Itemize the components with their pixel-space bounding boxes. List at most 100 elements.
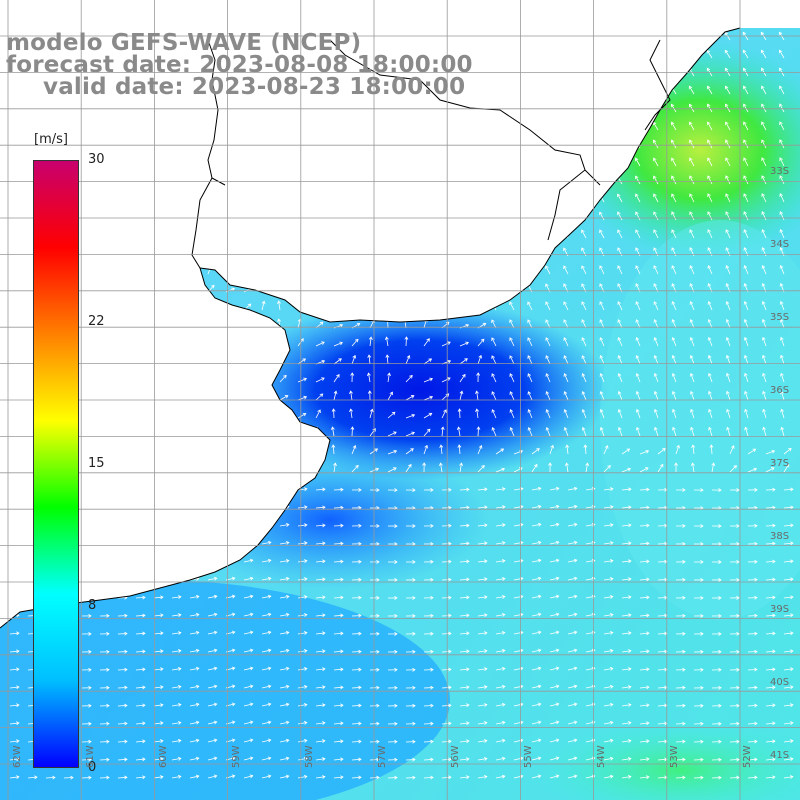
wind-arrow-head [176,412,181,417]
wind-arrow-head [303,613,308,617]
wind-arrow [135,650,146,653]
wind-arrow [477,306,487,311]
wind-arrow-head [394,488,398,493]
wind-arrow [297,542,307,545]
wind-arrow-head [778,49,783,54]
wind-arrow [708,355,713,365]
wind-arrow [135,561,146,563]
wind-arrow-head [358,595,362,600]
wind-arrow-head [581,265,585,270]
coastline [0,27,741,629]
wind-arrow-head [501,467,506,472]
wind-arrow-head [349,174,354,178]
wind-arrow-head [652,139,657,144]
wind-arrow-head [412,578,416,582]
wind-arrow [726,319,731,329]
wind-arrow-head [743,121,747,126]
wind-arrow [765,686,775,689]
wind-arrow-head [160,505,164,510]
wind-arrow-head [194,124,199,129]
wind-arrow-head [294,282,299,287]
wind-arrow-head [331,444,336,448]
wind-arrow-head [501,666,506,671]
wind-arrow-head [403,120,408,124]
wind-arrow-head [421,300,426,304]
wind-arrow-head [634,121,639,126]
wind-arrow [783,596,793,599]
wind-arrow-head [537,612,542,617]
wind-arrow-head [779,247,784,251]
wind-arrow-head [464,142,469,147]
wind-arrow [531,739,541,743]
wind-arrow-head [545,247,549,252]
wind-arrow [725,157,731,167]
wind-arrow-head [88,721,92,726]
wind-arrow-head [544,121,548,126]
wind-arrow-head [790,595,794,600]
wind-arrow [459,560,470,563]
wind-arrow [117,776,128,779]
wind-arrow-head [448,721,452,726]
wind-arrow-head [646,505,650,510]
wind-arrow [9,506,20,509]
wind-arrow-head [142,541,146,546]
wind-arrow [261,523,271,527]
wind-arrow [153,578,163,581]
wind-arrow [206,229,209,239]
wind-arrow [99,777,110,779]
wind-arrow [779,193,785,203]
wind-arrow [242,373,245,383]
wind-arrow [598,104,605,113]
wind-arrow [315,776,325,779]
wind-arrow-head [707,193,711,197]
wind-arrow [513,613,523,617]
wind-arrow [315,704,325,707]
wind-arrow-head [285,702,290,707]
wind-arrow [779,85,785,95]
wind-arrow-head [231,774,236,779]
wind-arrow-head [653,283,657,287]
wind-arrow [441,427,444,437]
wind-arrow-head [88,560,92,564]
wind-arrow-head [616,49,620,54]
wind-arrow-head [195,161,200,166]
wind-arrow-head [158,178,162,182]
wind-arrow-head [475,174,480,178]
wind-arrow-head [340,505,344,510]
wind-arrow [513,541,523,545]
wind-arrow-head [761,229,766,233]
wind-arrow [639,596,649,599]
wind-arrow-head [300,428,305,433]
wind-arrow-head [599,301,603,305]
wind-arrow-head [689,265,694,269]
wind-arrow [744,427,749,437]
wind-arrow-head [16,703,20,708]
wind-arrow-head [245,319,249,324]
wind-arrow [369,104,376,113]
wind-arrow-head [653,229,657,233]
wind-arrow-head [545,409,550,413]
wind-arrow-head [229,123,234,128]
wind-arrow-head [628,649,632,654]
wind-arrow [477,488,487,491]
wind-arrow [707,86,713,95]
wind-arrow-head [249,594,254,599]
wind-arrow [531,757,541,761]
wind-arrow-head [195,143,200,148]
wind-arrow-head [519,504,524,509]
wind-arrow-head [142,703,146,708]
wind-arrow-head [16,577,20,582]
wind-arrow-head [192,194,196,198]
wind-arrow-head [761,247,766,251]
wind-arrow [459,722,469,725]
wind-arrow [621,704,631,707]
wind-arrow-head [265,194,269,199]
wind-arrow [635,301,641,311]
wind-arrow-head [170,102,175,106]
wind-arrow [549,739,559,743]
wind-arrow-head [466,577,470,582]
wind-arrow [765,650,776,653]
wind-arrow-head [646,487,650,492]
wind-arrow [333,561,344,563]
wind-arrow-head [16,667,20,672]
